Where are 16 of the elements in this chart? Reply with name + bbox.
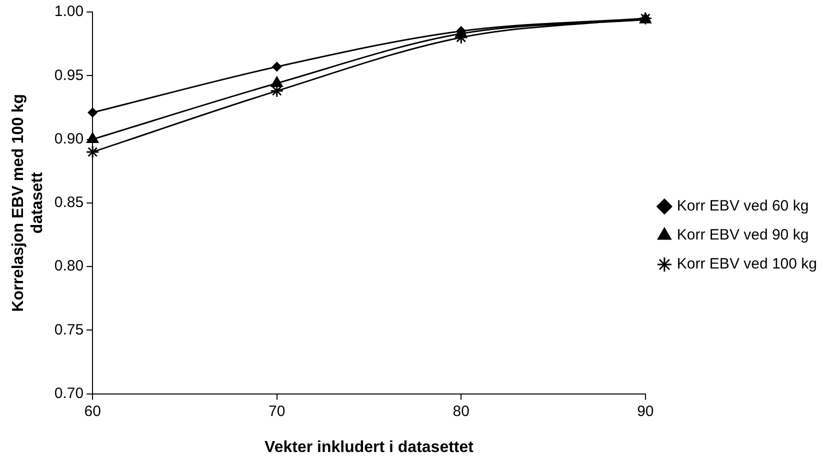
- legend-label: Korr EBV ved 100 kg: [676, 256, 817, 273]
- x-tick-label: 60: [84, 402, 101, 420]
- y-tick-label: 0.75: [54, 321, 84, 338]
- x-tick-label: 70: [268, 402, 286, 420]
- legend-label: Korr EBV ved 60 kg: [676, 198, 809, 215]
- x-axis-title: Vekter inkludert i datasettet: [264, 438, 474, 456]
- x-tick-label: 80: [452, 402, 470, 420]
- y-tick-label: 1.00: [54, 3, 84, 20]
- y-axis-title: Korrelasjon EBV med 100 kg datasett: [10, 94, 46, 312]
- y-tick-label: 0.95: [54, 66, 84, 84]
- y-tick-label: 0.90: [54, 130, 84, 148]
- x-tick-label: 90: [637, 402, 654, 420]
- y-tick-label: 0.85: [54, 194, 84, 212]
- y-tick-label: 0.70: [54, 384, 84, 402]
- legend-label: Korr EBV ved 90 kg: [676, 226, 809, 244]
- y-tick-label: 0.80: [54, 258, 84, 275]
